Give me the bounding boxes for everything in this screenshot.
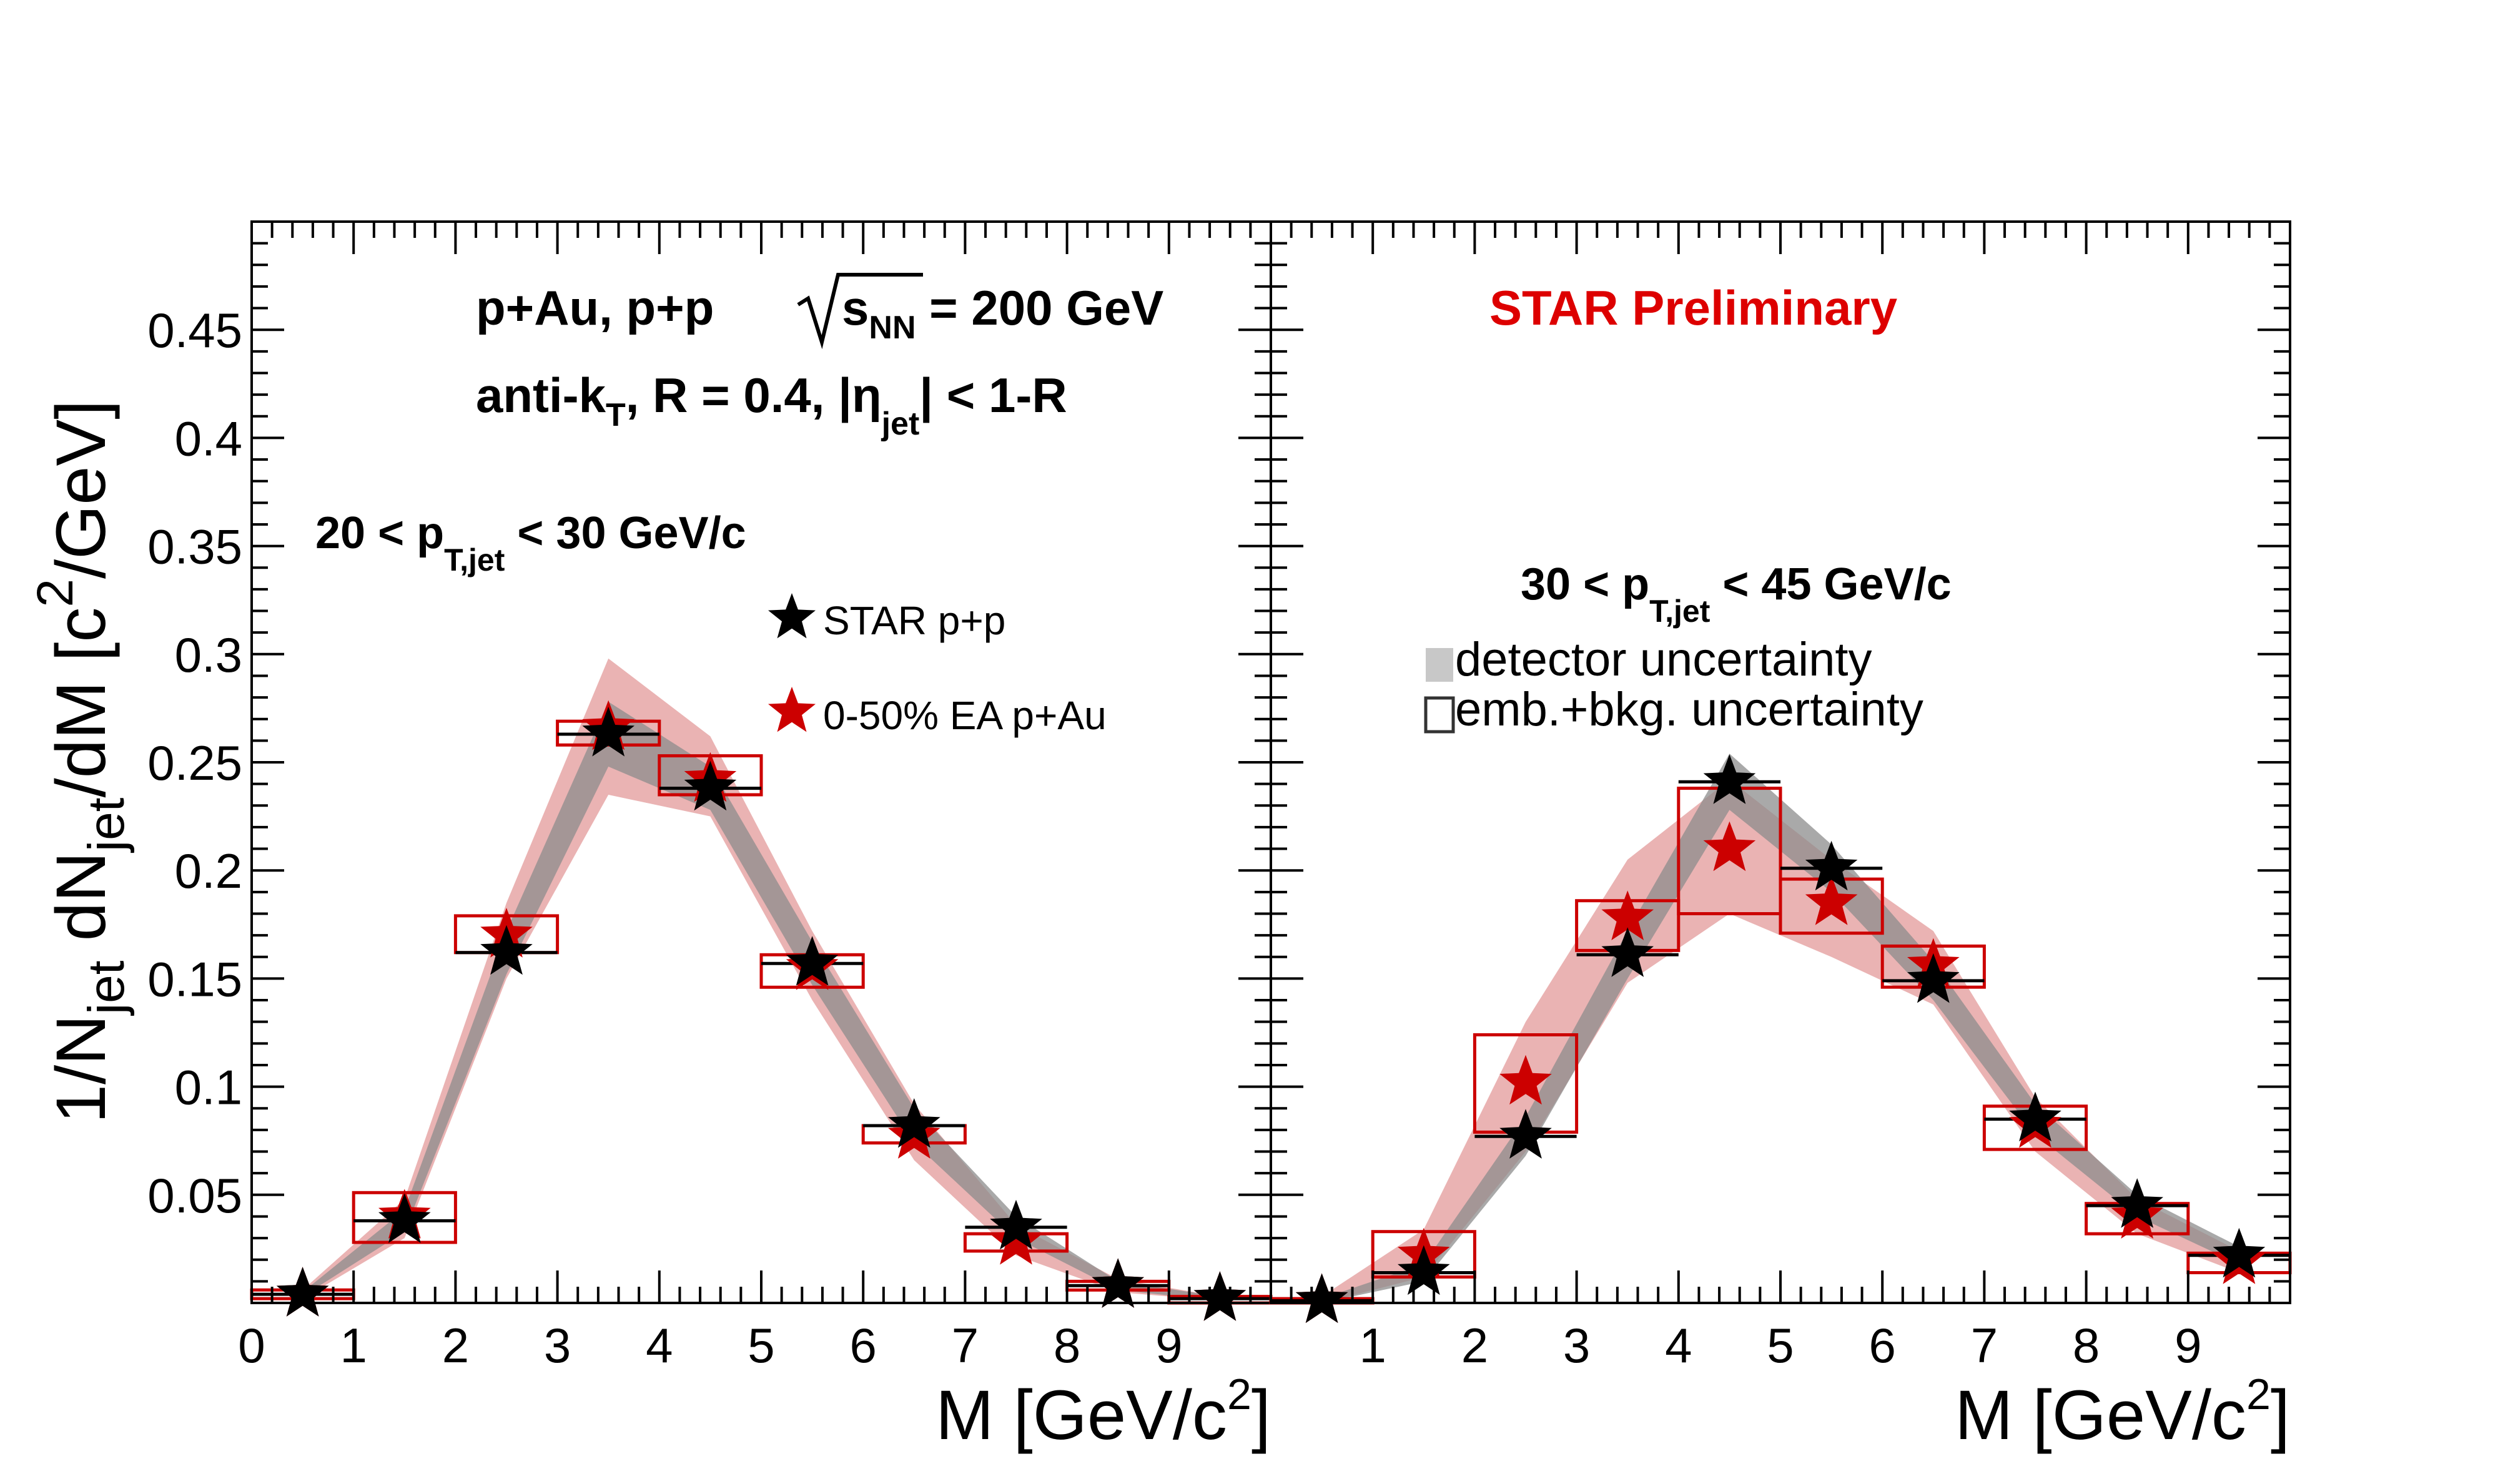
x-tick-label: 0 <box>238 1318 265 1373</box>
star-point-pp <box>1907 953 1960 1003</box>
x-axis-title-right: M [GeV/c2] <box>1955 1370 2290 1454</box>
star-marker-pau <box>768 687 816 732</box>
star-point-pp <box>1601 927 1654 977</box>
star-point-pp <box>2009 1091 2061 1142</box>
x-axis-title-left: M [GeV/c2] <box>936 1370 1271 1454</box>
star-point-pp <box>684 760 737 811</box>
band-pp-left <box>302 702 1220 1301</box>
x-tick-label: 5 <box>1767 1318 1794 1373</box>
y-axis-title: 1/Njet dNjet/dM [c2/GeV] <box>27 400 135 1124</box>
y-tick-label: 0.1 <box>175 1060 242 1115</box>
legend-swatch-emb <box>1424 696 1455 734</box>
x-tick-label: 3 <box>1563 1318 1590 1373</box>
y-tick-label: 0.3 <box>175 627 242 682</box>
y-tick-label: 0.45 <box>147 303 242 358</box>
x-tick-label: 2 <box>442 1318 469 1373</box>
data-points-left <box>252 700 1271 1321</box>
y-tick-label: 0.25 <box>147 735 242 790</box>
x-tick-label: 7 <box>952 1318 979 1373</box>
left-panel: 0 1 2 3 4 5 6 7 8 9 <box>238 220 1273 1373</box>
pt-bin-left: 20 < pT,jet < 30 GeV/c <box>315 508 746 577</box>
legend-swatch-detector <box>1426 648 1453 682</box>
star-point-pau <box>990 1215 1042 1265</box>
star-point-pp <box>888 1098 940 1148</box>
pt-bin-right: 30 < pT,jet < 45 GeV/c <box>1521 559 1952 629</box>
star-point-pp <box>480 925 533 975</box>
star-preliminary: STAR Preliminary <box>1489 280 1897 335</box>
star-point-pp <box>1703 754 1756 804</box>
x-tick-label: 7 <box>1971 1318 1998 1373</box>
x-axis-left: 0 1 2 3 4 5 6 7 8 9 <box>238 222 1272 1373</box>
x-tick-label: 6 <box>1869 1318 1896 1373</box>
star-point-pau <box>1703 821 1756 872</box>
x-tick-label: 3 <box>544 1318 571 1373</box>
star-point-pau <box>1499 1054 1552 1105</box>
legend-detector: detector uncertainty <box>1426 633 1872 686</box>
x-tick-label: 4 <box>646 1318 673 1373</box>
legend-label-detector: detector uncertainty <box>1455 633 1872 686</box>
x-tick-label: 9 <box>1155 1318 1182 1373</box>
legend-label-pp: STAR p+p <box>823 598 1005 643</box>
x-tick-label: 5 <box>748 1318 774 1373</box>
y-tick-label: 0.15 <box>147 951 242 1006</box>
collision-system-label: p+Au, p+p <box>476 280 714 335</box>
star-point-pp <box>786 936 839 986</box>
x-axis-right: 1 2 3 4 5 6 7 8 9 <box>1270 222 2291 1373</box>
jet-definition-label: anti-kT, R = 0.4, |ηjet| < 1-R <box>476 368 1067 442</box>
star-point-pp <box>1193 1271 1247 1321</box>
right-panel: 1 2 3 4 5 6 7 8 9 <box>1269 220 2292 1373</box>
legend-pau: 0-50% EA p+Au <box>768 687 1107 738</box>
energy-label: sNN = 200 GeV <box>842 280 1163 346</box>
x-tick-label: 9 <box>2175 1318 2201 1373</box>
x-tick-label: 8 <box>1054 1318 1080 1373</box>
x-tick-label: 4 <box>1665 1318 1692 1373</box>
x-tick-label: 1 <box>340 1318 367 1373</box>
y-tick-label: 0.35 <box>147 519 242 574</box>
star-point-pp <box>276 1267 329 1317</box>
y-axis: 0.05 0.1 0.15 0.2 0.25 0.3 0.35 0.4 0.45 <box>147 242 2290 1283</box>
star-point-pp <box>1805 840 1858 891</box>
star-point-pp <box>378 1193 431 1243</box>
y-tick-label: 0.2 <box>175 843 242 898</box>
star-point-pp <box>2213 1227 2266 1278</box>
y-tick-label: 0.4 <box>175 411 242 466</box>
star-point-pp <box>1499 1109 1552 1159</box>
star-point-pau <box>1805 875 1858 925</box>
legend-pp: STAR p+p <box>768 593 1005 643</box>
legend-label-emb: emb.+bkg. uncertainty <box>1455 683 1923 736</box>
star-point-pp <box>1398 1245 1450 1295</box>
x-tick-label: 1 <box>1360 1318 1386 1373</box>
star-point-pp <box>2111 1178 2163 1228</box>
sqrt-symbol <box>797 273 923 350</box>
data-points-right <box>1271 754 2290 1324</box>
star-point-pp <box>1295 1273 1348 1324</box>
star-marker-pp <box>768 593 816 639</box>
y-tick-label: 0.05 <box>147 1168 242 1223</box>
x-tick-label: 6 <box>850 1318 877 1373</box>
star-point-pp <box>990 1199 1042 1250</box>
legend-label-pau: 0-50% EA p+Au <box>823 693 1107 738</box>
x-tick-label: 8 <box>2073 1318 2100 1373</box>
star-point-pp <box>1092 1258 1144 1308</box>
x-tick-label: 2 <box>1461 1318 1488 1373</box>
star-point-pp <box>582 707 634 757</box>
star-point-pau <box>1601 890 1654 940</box>
legend-emb: emb.+bkg. uncertainty <box>1424 683 1923 736</box>
